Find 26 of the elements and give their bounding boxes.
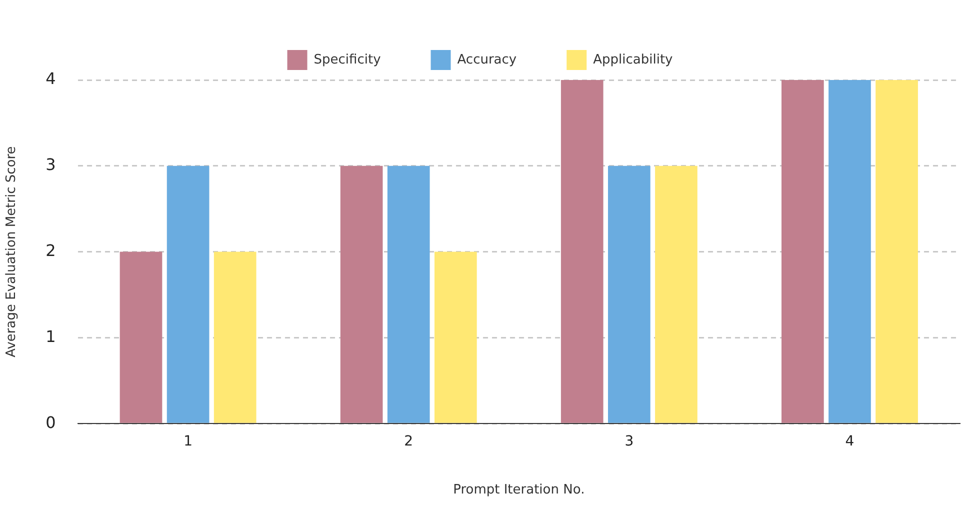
legend-label: Accuracy — [457, 52, 517, 68]
bar — [214, 252, 256, 423]
y-tick-label: 0 — [46, 412, 56, 432]
y-tick-label: 3 — [46, 155, 56, 174]
x-tick-label: 3 — [624, 434, 634, 450]
bar — [434, 252, 477, 423]
bar — [782, 80, 824, 423]
y-tick-label: 4 — [46, 69, 56, 88]
legend-label: Specificity — [314, 52, 382, 68]
y-tick-label: 1 — [46, 326, 56, 346]
bar — [120, 252, 162, 423]
bar — [828, 80, 871, 423]
bar — [608, 166, 650, 423]
bar — [340, 166, 383, 423]
bar — [560, 80, 604, 423]
y-axis-title: Average Evaluation Metric Score — [4, 146, 20, 358]
x-axis-title: Prompt Iteration No. — [453, 482, 585, 498]
bar — [655, 166, 698, 423]
y-tick-label: 2 — [46, 240, 56, 260]
legend-label: Applicability — [593, 52, 674, 68]
bar — [876, 80, 918, 423]
x-tick-label: 1 — [184, 434, 193, 450]
bar — [166, 166, 210, 423]
bar — [387, 166, 430, 423]
x-tick-label: 2 — [404, 434, 414, 450]
x-tick-label: 4 — [845, 434, 854, 450]
